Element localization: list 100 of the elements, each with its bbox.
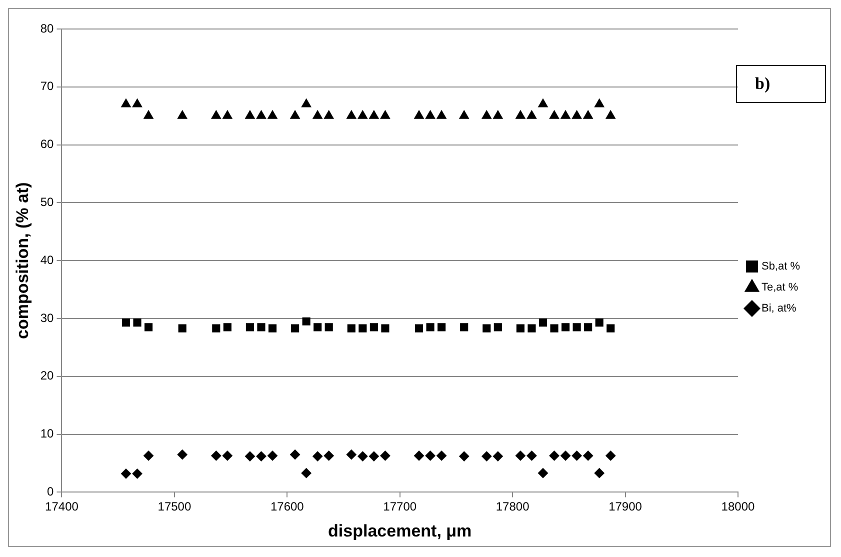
y-tick-label: 70 — [40, 79, 54, 94]
point — [358, 451, 368, 462]
point — [346, 450, 356, 460]
point — [222, 450, 232, 461]
point — [211, 450, 222, 461]
point — [594, 98, 604, 108]
point — [268, 110, 278, 119]
point — [244, 451, 255, 462]
point — [132, 468, 142, 479]
point — [212, 324, 220, 332]
y-tick-label: 60 — [40, 137, 54, 152]
point — [482, 451, 492, 462]
x-tick-label: 17900 — [608, 500, 642, 514]
point — [549, 450, 560, 461]
point — [414, 324, 424, 332]
point — [482, 324, 491, 332]
point — [380, 450, 390, 461]
point — [414, 110, 424, 119]
point — [594, 468, 604, 478]
point — [606, 324, 615, 332]
point — [324, 323, 333, 332]
point — [516, 110, 526, 119]
point — [144, 323, 153, 332]
legend-label: Te,at % — [761, 282, 798, 294]
point — [122, 318, 130, 327]
y-tick-label: 50 — [40, 195, 54, 210]
point — [459, 451, 470, 462]
point — [516, 324, 524, 332]
y-tick-label: 30 — [40, 310, 54, 325]
point — [606, 450, 616, 461]
x-tick-label: 17800 — [496, 500, 530, 514]
legend-label: Bi, at% — [761, 302, 797, 315]
point — [223, 323, 232, 332]
point — [492, 451, 503, 462]
point — [257, 323, 266, 332]
y-tick-label: 10 — [40, 426, 54, 441]
point — [583, 450, 594, 461]
point — [526, 110, 537, 119]
point — [526, 450, 537, 461]
point — [370, 323, 378, 332]
point — [436, 450, 447, 461]
y-axis-title: composition, (% at) — [12, 182, 32, 339]
x-tick-label: 18000 — [721, 500, 755, 514]
point — [560, 110, 570, 119]
point — [426, 323, 434, 332]
point — [290, 450, 300, 460]
point — [572, 110, 582, 119]
point — [572, 323, 581, 332]
point — [425, 110, 436, 119]
point — [144, 450, 154, 461]
point — [459, 110, 469, 119]
point — [121, 98, 131, 108]
point — [347, 324, 356, 332]
point — [346, 110, 356, 119]
point — [583, 110, 593, 119]
point — [562, 323, 570, 332]
point — [132, 98, 142, 108]
point — [312, 451, 323, 462]
point — [414, 450, 424, 461]
point — [324, 450, 334, 461]
y-tick-label: 80 — [40, 21, 54, 36]
point — [368, 451, 379, 462]
point — [425, 450, 436, 461]
x-tick-label: 17700 — [383, 500, 417, 514]
point — [301, 98, 312, 108]
point — [482, 110, 492, 119]
point — [560, 450, 571, 461]
point — [528, 324, 536, 332]
point — [302, 317, 310, 326]
point — [246, 323, 254, 332]
point — [301, 468, 312, 478]
point — [144, 110, 154, 119]
y-tick-label: 40 — [40, 252, 54, 267]
point — [291, 324, 300, 332]
point — [381, 324, 390, 332]
point — [178, 324, 186, 332]
point — [268, 450, 278, 461]
point — [515, 450, 526, 461]
y-tick-label: 20 — [40, 368, 54, 383]
point — [538, 98, 548, 108]
point — [245, 110, 255, 119]
point — [211, 110, 221, 119]
point — [584, 323, 592, 332]
legend-label: Sb,at % — [761, 260, 800, 273]
point — [572, 450, 582, 461]
x-tick-label: 17500 — [158, 500, 192, 514]
point — [312, 110, 322, 119]
x-axis-title: displacement, μm — [328, 521, 472, 540]
point — [436, 110, 446, 119]
point — [369, 110, 379, 119]
point — [133, 318, 142, 327]
point — [493, 110, 503, 119]
point — [358, 324, 367, 332]
point — [178, 110, 188, 119]
point — [268, 324, 277, 332]
point — [380, 110, 390, 119]
x-tick-label: 17400 — [45, 500, 79, 514]
point — [550, 324, 558, 332]
point — [358, 110, 368, 119]
point — [290, 110, 300, 119]
